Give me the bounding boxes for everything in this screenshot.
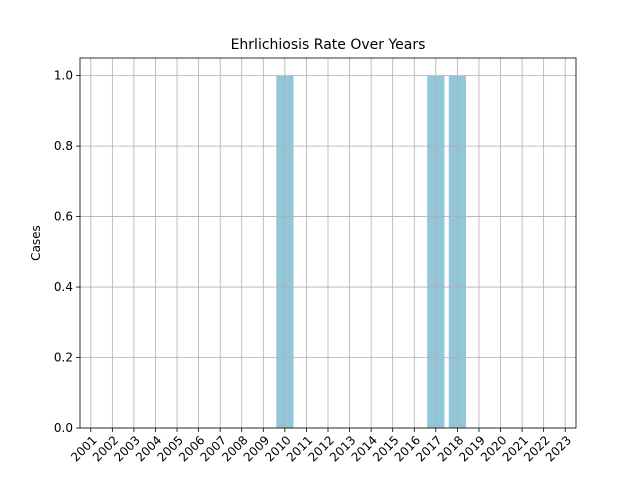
y-axis-label: Cases [29,225,43,261]
y-tick-label: 0.2 [54,351,73,365]
y-tick-label: 0.6 [54,210,73,224]
axes-frame [79,57,577,429]
y-tick-label: 0.4 [54,280,73,294]
y-tick-label: 0.0 [54,421,73,435]
chart-title: Ehrlichiosis Rate Over Years [231,37,426,53]
y-tick-label: 0.8 [54,139,73,153]
y-tick-label: 1.0 [54,69,73,83]
x-axis-label: Year [314,478,340,480]
